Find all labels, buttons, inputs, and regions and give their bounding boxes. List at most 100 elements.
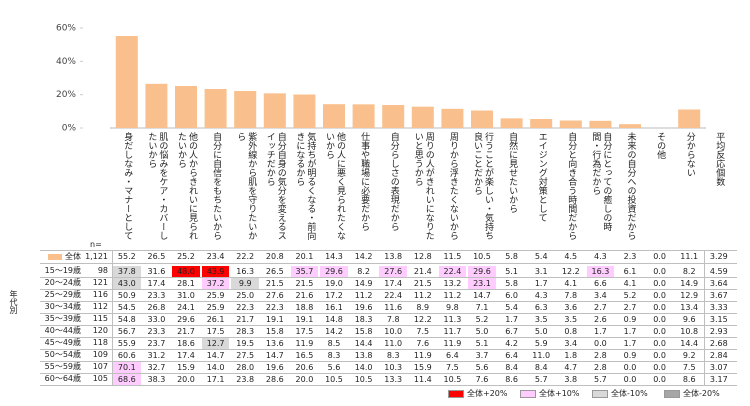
table-cell: 37.2 [201,278,230,289]
row-label: 15～19歳 [44,266,81,275]
table-cell: 20.0 [295,375,314,384]
table-cell: 12.2 [561,267,580,276]
table-cell: 11.3 [443,315,462,324]
row-n: 107 [92,362,108,371]
table-cell: 43.0 [113,278,141,289]
table-cell: 23.8 [236,375,255,384]
bar [382,105,405,128]
table-cell: 1.7 [623,327,637,336]
table-cell: 5.1 [475,339,489,348]
table-cell: 70.1 [113,362,141,373]
legend-item: 全体-10% [592,389,648,399]
table-cell: 54.5 [117,303,136,312]
table-cell: 0.0 [653,351,666,360]
table-cell: 0.0 [653,339,666,348]
table-cell: 14.4 [680,339,699,348]
column-header-text: 自分に自信をもちたいから [211,132,222,240]
table-cell: 48.0 [172,266,200,277]
table-cell: 16.1 [325,303,343,312]
legend-swatch [520,389,536,398]
table-cell: 24.1 [177,303,195,312]
column-header-text: 行うことが楽しい・気持ち良いことだから [471,132,493,240]
table-cell: 14.8 [325,315,343,324]
table-cell: 0.0 [653,303,666,312]
column-header: 肌の悩みをケア・カバーしたいから [142,132,172,248]
table-cell: 26.1 [206,315,225,324]
table-cell: 14.2 [354,252,373,261]
table-cell: 13.8 [354,351,373,360]
table-cell: 13.3 [384,375,403,384]
column-header-text: 他の人に悪く見られたくないから [323,132,345,240]
table-cell: 10.3 [384,363,403,372]
bar [530,119,553,128]
table-cell: 21.4 [413,267,432,276]
table-cell: 2.8 [594,351,607,360]
table-cell: 3.1 [534,267,548,276]
row-line [40,313,737,314]
table-cell: 15.9 [413,363,432,372]
table-cell: 11.2 [354,291,373,300]
table-cell: 5.0 [475,327,489,336]
table-cell: 1.7 [594,327,607,336]
table-cell: 9.9 [231,278,259,289]
table-cell: 26.5 [265,267,284,276]
table-cell: 56.7 [117,327,136,336]
row-line [40,385,737,386]
row-label: 20～24歳 [44,278,81,287]
table-cell: 25.9 [206,291,225,300]
row-line [40,277,737,278]
table-cell: 0.9 [623,351,637,360]
table-cell: 60.6 [117,351,136,360]
column-header: 周りの人がきれいになりたいと思うから [408,132,438,248]
table-cell: 19.1 [265,315,284,324]
row-label: 60～64歳 [44,374,81,383]
table-cell: 19.0 [325,279,343,288]
column-header: 気持ちが明るくなる・前向きになるから [290,132,320,248]
table-cell: 11.9 [443,339,462,348]
column-header-text: 未来の自分への投資だから [625,132,636,240]
column-header-text: 周りから浮きたくないから [447,132,458,240]
table-cell: 13.4 [680,303,699,312]
table-cell: 8.4 [505,363,518,372]
bar [352,104,375,128]
table-cell: 35.7 [290,266,319,277]
table-cell: 31.0 [177,291,195,300]
row-line [40,289,737,290]
table-cell: 1.8 [564,351,578,360]
table-cell: 10.0 [384,327,403,336]
legend-item: 全体+20% [448,389,507,399]
column-header: 分からない [674,132,704,248]
table-cell: 23.3 [147,291,166,300]
table-cell: 21.5 [265,279,284,288]
table-cell: 31.2 [147,351,166,360]
table-cell: 7.6 [475,375,489,384]
bar-chart: 0% 20% 40% 60% [56,24,706,132]
bar [204,89,227,128]
column-header: 平均反応個数 [704,132,734,248]
table-cell: 22.3 [236,303,255,312]
table-cell: 11.4 [413,375,432,384]
table-border [112,250,113,385]
table-cell: 0.8 [564,327,578,336]
table-cell: 4.3 [534,291,548,300]
table-cell: 25.9 [206,303,225,312]
column-header: 自分自身の気分を変えるスイッチだから [260,132,290,248]
table-cell: 68.6 [113,374,141,385]
legend-label: 全体-10% [611,389,648,398]
column-header-text: 分からない [684,132,695,177]
y-tick-label: 20% [56,90,76,100]
table-cell: 7.6 [416,339,430,348]
legend-swatch [664,389,680,398]
row-label: 30～34歳 [44,302,81,311]
table-cell: 27.5 [236,351,255,360]
table-cell: 23.7 [147,339,166,348]
column-header-text: 平均反応個数 [714,132,725,186]
table-cell: 2.8 [594,363,607,372]
table-cell: 19.6 [354,303,373,312]
table-cell: 28.6 [265,375,284,384]
table-cell: 15.8 [354,327,373,336]
legend-item: 全体-20% [664,389,720,399]
table-cell: 9.6 [682,315,696,324]
table-cell: 25.0 [236,291,255,300]
table-cell: 17.5 [295,327,314,336]
